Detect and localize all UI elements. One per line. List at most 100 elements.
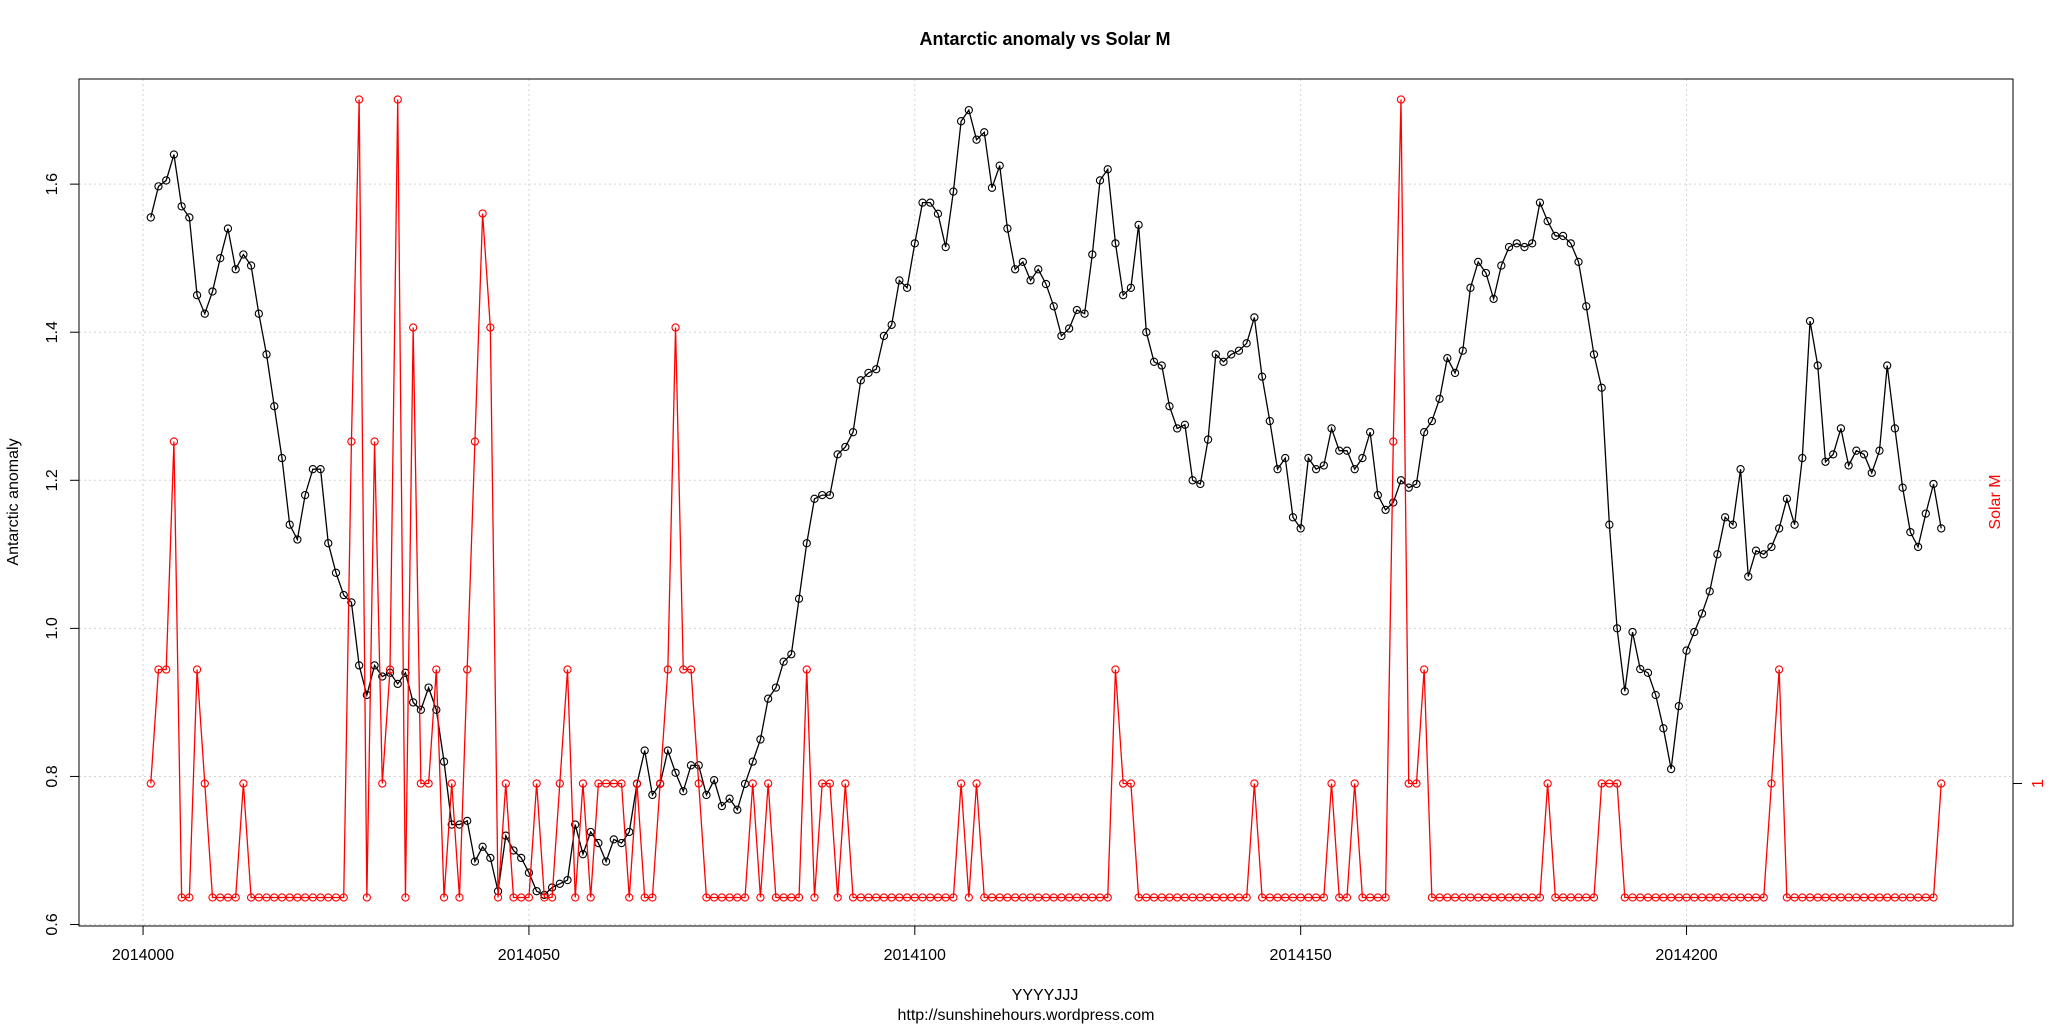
data-point: [1898, 483, 1907, 492]
x-tick-label: 2014050: [498, 947, 560, 964]
data-point: [1775, 524, 1784, 533]
data-point: [1018, 257, 1027, 267]
data-point: [1427, 416, 1437, 426]
data-point: [1088, 250, 1097, 259]
data-point: [1319, 461, 1328, 470]
data-point: [262, 350, 271, 359]
data-point: [1103, 893, 1112, 902]
data-point: [825, 490, 835, 500]
data-point: [409, 698, 418, 707]
data-point: [1867, 468, 1876, 478]
data-point: [571, 820, 580, 829]
data-point: [578, 779, 588, 788]
data-point: [1829, 450, 1838, 459]
data-point: [354, 95, 364, 104]
chart-title: Antarctic anomaly vs Solar M: [919, 29, 1170, 49]
y-tick-label: 0.8: [44, 765, 61, 787]
data-point: [409, 323, 418, 332]
data-point: [694, 761, 703, 770]
data-point: [162, 176, 171, 185]
data-point: [1535, 198, 1545, 207]
data-point: [956, 779, 966, 788]
data-point: [1327, 779, 1336, 788]
data-point: [679, 787, 688, 796]
data-point: [756, 893, 765, 902]
data-point: [439, 757, 449, 766]
data-point: [771, 683, 781, 692]
data-point: [733, 805, 742, 814]
data-point: [1767, 779, 1776, 788]
data-point: [972, 135, 981, 144]
x-tick-label: 2014100: [884, 947, 946, 964]
data-point: [1713, 550, 1722, 559]
data-point: [964, 893, 973, 902]
data-point: [1396, 95, 1406, 104]
data-point: [1697, 609, 1707, 618]
data-point: [200, 779, 209, 788]
data-point: [1775, 665, 1784, 674]
data-point: [663, 665, 672, 674]
data-point: [648, 893, 657, 902]
data-point: [455, 820, 464, 829]
data-point: [571, 893, 580, 902]
data-point: [293, 535, 302, 544]
data-point: [439, 893, 449, 902]
data-point: [1605, 520, 1614, 529]
data-point: [1736, 465, 1745, 474]
data-point: [1883, 361, 1892, 370]
data-point: [995, 161, 1004, 170]
data-point: [478, 842, 487, 851]
data-point: [1636, 664, 1645, 674]
data-point: [1180, 420, 1190, 429]
data-point: [1528, 239, 1537, 248]
data-point: [1705, 587, 1714, 596]
data-point: [686, 665, 696, 674]
data-point: [447, 779, 456, 788]
data-point: [864, 368, 873, 378]
data-point: [1612, 779, 1622, 788]
data-point: [223, 224, 233, 233]
data-point: [1057, 331, 1066, 341]
data-point: [432, 705, 441, 714]
data-point: [493, 893, 503, 902]
data-point: [354, 661, 364, 670]
data-point: [1790, 520, 1799, 529]
data-point: [833, 893, 842, 902]
data-point: [478, 209, 487, 218]
data-point: [432, 665, 441, 674]
data-point: [941, 242, 950, 252]
data-point: [1149, 357, 1159, 366]
data-point: [1188, 476, 1197, 485]
data-point: [277, 453, 287, 463]
data-point: [1111, 665, 1120, 674]
data-point: [1095, 176, 1105, 185]
data-point: [378, 672, 387, 681]
data-point: [987, 183, 997, 192]
data-point: [385, 665, 395, 674]
data-point: [1157, 361, 1166, 370]
data-point: [1450, 368, 1460, 378]
data-point: [1420, 665, 1429, 674]
data-point: [1041, 279, 1051, 289]
data-point: [532, 887, 541, 896]
data-point: [949, 187, 958, 196]
data-point: [648, 790, 657, 800]
data-point: [339, 893, 348, 902]
data-point: [833, 450, 842, 459]
data-point: [1612, 624, 1622, 633]
data-point: [895, 276, 904, 285]
data-point: [972, 779, 981, 788]
data-point: [1543, 217, 1552, 226]
data-point: [185, 213, 194, 222]
data-point: [1798, 453, 1807, 463]
data-point: [1651, 690, 1660, 700]
data-point: [555, 779, 564, 788]
data-point: [1744, 572, 1753, 581]
data-point: [802, 539, 811, 548]
data-point: [872, 365, 881, 374]
data-point: [1913, 542, 1923, 552]
data-point: [1566, 239, 1575, 248]
data-point: [246, 261, 256, 270]
data-point: [841, 442, 850, 452]
data-point: [848, 428, 858, 437]
